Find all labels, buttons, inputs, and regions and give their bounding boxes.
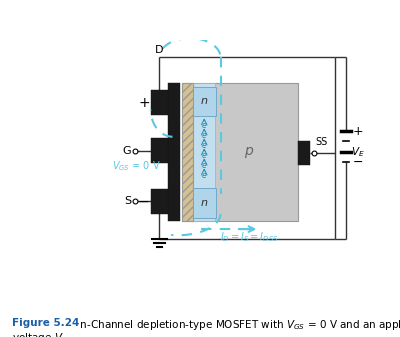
Text: $n$: $n$: [200, 96, 208, 106]
Text: e: e: [202, 171, 206, 180]
Text: $I_D = I_S = I_{DSS}$: $I_D = I_S = I_{DSS}$: [220, 230, 279, 244]
Text: e: e: [202, 141, 206, 150]
Text: −: −: [138, 194, 149, 208]
Text: e: e: [202, 131, 206, 140]
Text: voltage $V_{DD}$.: voltage $V_{DD}$.: [12, 331, 77, 337]
Bar: [151, 91, 168, 115]
Text: −: −: [352, 156, 363, 168]
Text: e: e: [202, 121, 206, 130]
Text: S: S: [124, 196, 131, 206]
Text: +: +: [139, 96, 150, 110]
Bar: [193, 188, 216, 218]
Text: G: G: [123, 146, 131, 156]
Text: $V_E$: $V_E$: [351, 145, 364, 159]
Text: SS: SS: [315, 137, 327, 147]
Bar: [168, 83, 180, 221]
Bar: [193, 83, 215, 221]
Bar: [151, 189, 168, 214]
Text: D: D: [155, 45, 164, 55]
Text: $V_{GS}$ = 0 V: $V_{GS}$ = 0 V: [112, 159, 161, 173]
Bar: [151, 138, 168, 163]
Text: e: e: [202, 151, 206, 160]
Text: $p$: $p$: [244, 145, 254, 160]
Bar: [193, 87, 216, 116]
Text: +: +: [352, 125, 363, 138]
Text: e: e: [202, 161, 206, 170]
Text: Figure 5.24: Figure 5.24: [12, 318, 79, 329]
Bar: [182, 83, 193, 221]
Bar: [182, 83, 298, 221]
Bar: [298, 141, 310, 165]
Text: $n$: $n$: [200, 198, 208, 208]
Text: n-Channel depletion-type MOSFET with $V_{GS}$ = 0 V and an applied: n-Channel depletion-type MOSFET with $V_…: [70, 318, 400, 333]
